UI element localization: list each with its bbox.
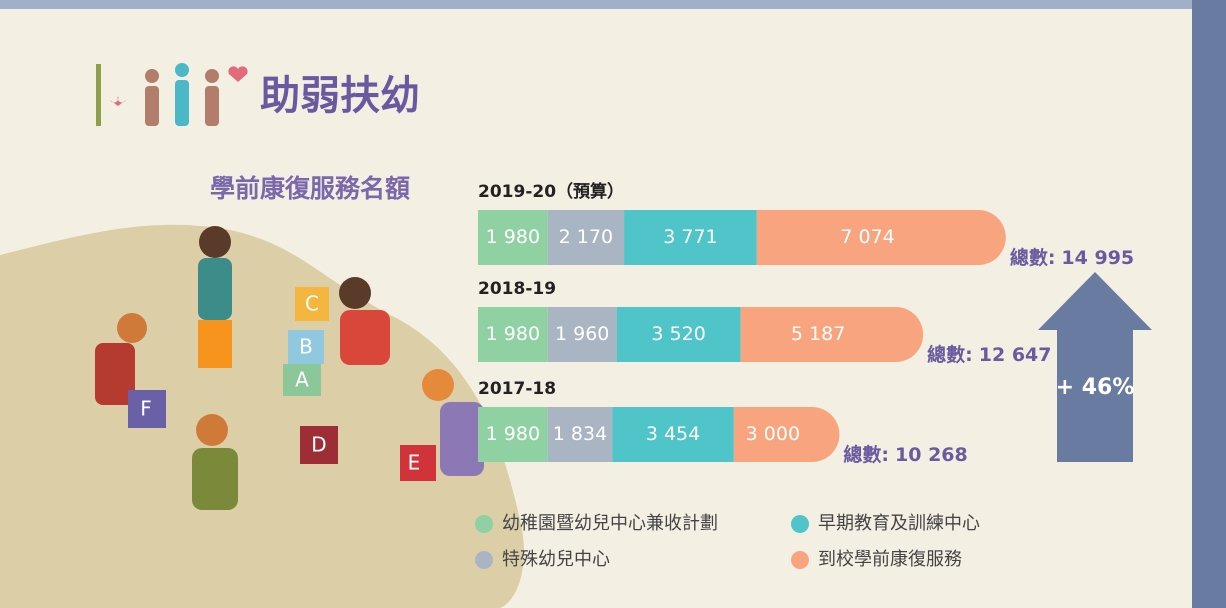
- bar-segment: [616, 307, 741, 362]
- bar-segment: [733, 407, 840, 462]
- value-label: 2 170: [559, 226, 613, 248]
- bar-segment: [478, 307, 548, 362]
- value-label: 1 980: [486, 423, 540, 445]
- growth-arrow: [1038, 272, 1152, 462]
- bar-segment: [756, 210, 1006, 265]
- value-label: 3 520: [651, 323, 705, 345]
- legend-swatch: [791, 551, 809, 569]
- value-label: 3 771: [663, 226, 717, 248]
- legend-label: 到校學前康復服務: [818, 549, 962, 570]
- value-label: 1 834: [553, 423, 607, 445]
- value-label: 1 960: [555, 323, 609, 345]
- legend-label: 幼稚園暨幼兒中心兼收計劃: [502, 513, 718, 534]
- value-label: 3 454: [646, 423, 700, 445]
- value-label: 1 980: [486, 226, 540, 248]
- block-letter: E: [408, 451, 421, 475]
- total-value: 14 995: [1061, 247, 1134, 269]
- header-title: 助弱扶幼: [260, 73, 420, 119]
- category-label: 2018-19: [478, 279, 556, 299]
- bar-segment: [478, 407, 548, 462]
- value-label: 7 074: [840, 226, 894, 248]
- bar-segment: [740, 307, 924, 362]
- total-label: 總數: 12 647: [927, 343, 1051, 366]
- category-label: 2017-18: [478, 379, 556, 399]
- top-strip: [0, 0, 1192, 9]
- total-value: 12 647: [979, 344, 1052, 366]
- total-label: 總數: 10 268: [843, 443, 967, 466]
- total-value: 10 268: [895, 444, 968, 466]
- total-prefix: 總數:: [927, 343, 973, 366]
- legend-swatch: [475, 515, 493, 533]
- value-label: 5 187: [791, 323, 845, 345]
- legend-label: 早期教育及訓練中心: [818, 513, 980, 534]
- growth-label: + 46%: [1056, 375, 1135, 400]
- block-letter: B: [299, 335, 313, 359]
- block-letter: A: [295, 368, 309, 392]
- bar-segment: [547, 407, 613, 462]
- bar-segment: [478, 210, 548, 265]
- legend-label: 特殊幼兒中心: [502, 549, 610, 570]
- bar-segment: [547, 307, 617, 362]
- bar-segment: [612, 407, 734, 462]
- illustration: [0, 224, 524, 608]
- value-label: 3 000: [746, 423, 800, 445]
- total-prefix: 總數:: [1010, 246, 1056, 269]
- value-label: 1 980: [486, 323, 540, 345]
- letter-blocks: A B C D E F: [128, 287, 436, 481]
- bar-segment: [547, 210, 625, 265]
- header-icon: [96, 63, 248, 126]
- chart-title: 學前康復服務名額: [210, 174, 410, 203]
- legend-swatch: [475, 551, 493, 569]
- category-label: 2019-20（預算）: [478, 181, 624, 202]
- block-letter: C: [305, 292, 319, 316]
- total-label: 總數: 14 995: [1010, 246, 1134, 269]
- bar-segment: [624, 210, 757, 265]
- block-letter: F: [140, 397, 152, 421]
- side-strip: [1192, 0, 1226, 608]
- legend-swatch: [791, 515, 809, 533]
- total-prefix: 總數:: [843, 443, 889, 466]
- block-letter: D: [311, 433, 326, 457]
